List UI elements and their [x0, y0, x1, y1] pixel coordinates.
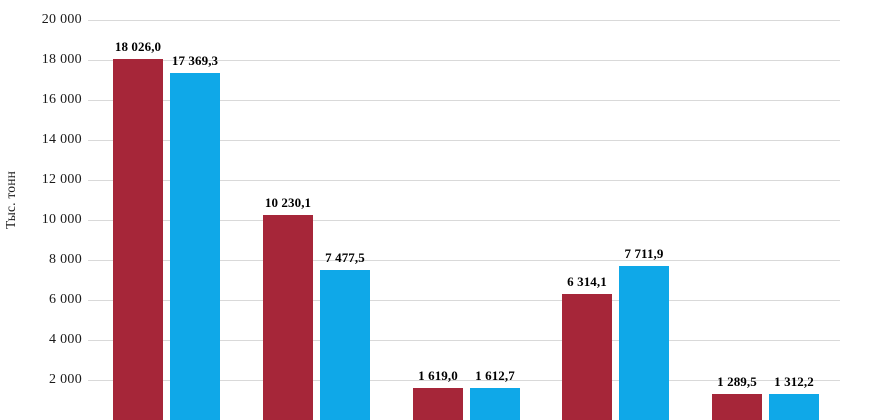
bar-value-label: 1 619,0 [418, 367, 458, 383]
bar[interactable] [562, 293, 612, 420]
bar[interactable] [769, 393, 819, 420]
gridline [88, 60, 840, 61]
bar-value-label: 7 711,9 [624, 245, 664, 261]
y-axis-tick-label: 8 000 [49, 252, 82, 267]
gridline [88, 180, 840, 181]
gridline [88, 140, 840, 141]
y-axis-tick-label: 14 000 [41, 132, 82, 147]
gridline [88, 380, 840, 381]
bar[interactable] [170, 72, 220, 420]
bar[interactable] [712, 394, 762, 420]
bar-value-label: 7 477,5 [325, 250, 365, 266]
bar-value-label: 1 312,2 [774, 373, 814, 389]
bar-chart: Тыс. тонн 20 000 18 000 16 000 14 000 12 000… [3, 0, 840, 420]
bar-value-label: 6 314,1 [567, 273, 607, 289]
y-axis-tick-label: 18 000 [41, 52, 82, 67]
gridline [88, 220, 840, 221]
y-axis-tick-label: 2 000 [49, 372, 82, 387]
bar[interactable] [263, 215, 313, 420]
y-axis-tick-label: 6 000 [49, 292, 82, 307]
bar[interactable] [619, 265, 669, 420]
y-axis-tick-labels: 20 000 18 000 16 000 14 000 12 000 10 000 8 00… [14, 0, 82, 400]
y-axis-tick-label: 10 000 [41, 212, 82, 227]
bar[interactable] [413, 387, 463, 420]
gridline [88, 100, 840, 101]
bar[interactable] [320, 270, 370, 420]
gridline [88, 20, 840, 21]
plot-area: 18 026,0 10 230,1 1 619,0 6 314,1 1 289,5 17 … [88, 0, 840, 420]
gridline [88, 340, 840, 341]
bar-value-label: 1 612,7 [475, 367, 515, 383]
y-axis-tick-label: 16 000 [41, 92, 82, 107]
bar-value-label: 10 230,1 [264, 195, 312, 211]
y-axis-tick-label: 20 000 [41, 12, 82, 27]
y-axis-tick-label: 4 000 [49, 332, 82, 347]
bar-value-label: 1 289,5 [717, 374, 757, 390]
bar-value-label: 18 026,0 [114, 39, 162, 55]
gridline [88, 300, 840, 301]
bar[interactable] [470, 387, 520, 420]
bar-value-label: 17 369,3 [171, 52, 219, 68]
y-axis-tick-label: 12 000 [41, 172, 82, 187]
bar[interactable] [113, 59, 163, 420]
gridline [88, 260, 840, 261]
